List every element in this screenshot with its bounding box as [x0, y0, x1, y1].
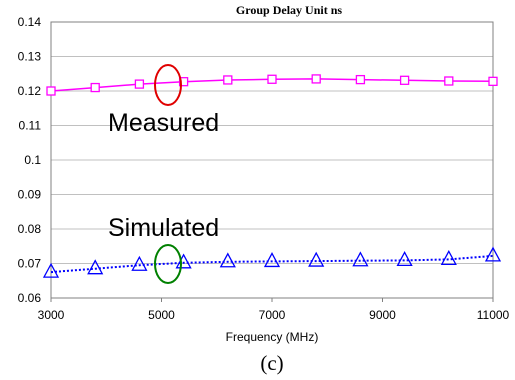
- simulated-point: [308, 251, 325, 267]
- measured-point: [90, 82, 100, 93]
- simulated-point: [484, 246, 502, 262]
- simulated-point: [352, 251, 369, 267]
- y-tick-label: 0.09: [18, 188, 42, 202]
- simulated-series-line: [50, 254, 494, 274]
- series-layer: [42, 74, 502, 278]
- measured-point: [178, 77, 189, 87]
- x-tick-label: 5000: [148, 308, 175, 322]
- measured-point: [444, 76, 454, 86]
- y-tick-label: 0.11: [19, 119, 42, 133]
- measured-annotation: Measured: [108, 109, 219, 137]
- simulated-point: [396, 251, 413, 267]
- figure-caption: (c): [260, 351, 283, 375]
- y-tick-label: 0.14: [18, 15, 42, 29]
- measured-point: [46, 86, 56, 96]
- y-tick-label: 0.06: [18, 291, 42, 305]
- measured-point: [311, 74, 321, 84]
- y-tick-label: 0.12: [18, 84, 42, 98]
- measured-point: [134, 79, 145, 89]
- simulated-point: [263, 252, 281, 268]
- simulated-highlight-ellipse: [154, 244, 182, 284]
- y-tick-label: 0.07: [18, 257, 42, 271]
- y-tick-label: 0.13: [18, 50, 42, 64]
- simulated-point: [87, 259, 104, 275]
- simulated-point: [131, 255, 148, 271]
- x-tick-label: 9000: [369, 308, 396, 322]
- simulated-point: [219, 252, 236, 268]
- measured-highlight-ellipse: [154, 64, 182, 106]
- simulated-point: [42, 262, 60, 278]
- simulated-annotation: Simulated: [108, 214, 219, 242]
- x-tick-label: 11000: [477, 308, 510, 322]
- y-axis-ticks: 0.06 0.07 0.08 0.09 0.1 0.11 0.12 0.13 0.14: [18, 15, 42, 305]
- measured-point: [399, 75, 410, 85]
- measured-point: [267, 74, 277, 84]
- measured-point: [355, 74, 366, 85]
- y-tick-label: 0.1: [24, 153, 41, 167]
- gridlines: [51, 56, 493, 264]
- y-tick-label: 0.08: [18, 222, 42, 236]
- x-tick-label: 3000: [38, 308, 65, 322]
- measured-point: [488, 76, 498, 86]
- chart-title: Group Delay Unit ns: [236, 3, 342, 17]
- x-tick-label: 7000: [259, 308, 286, 322]
- x-axis-label: Frequency (MHz): [226, 330, 319, 344]
- simulated-point: [440, 249, 457, 266]
- measured-point: [223, 75, 233, 85]
- x-axis-ticks: 3000 5000 7000 9000 11000: [38, 298, 510, 322]
- simulated-point: [175, 253, 192, 269]
